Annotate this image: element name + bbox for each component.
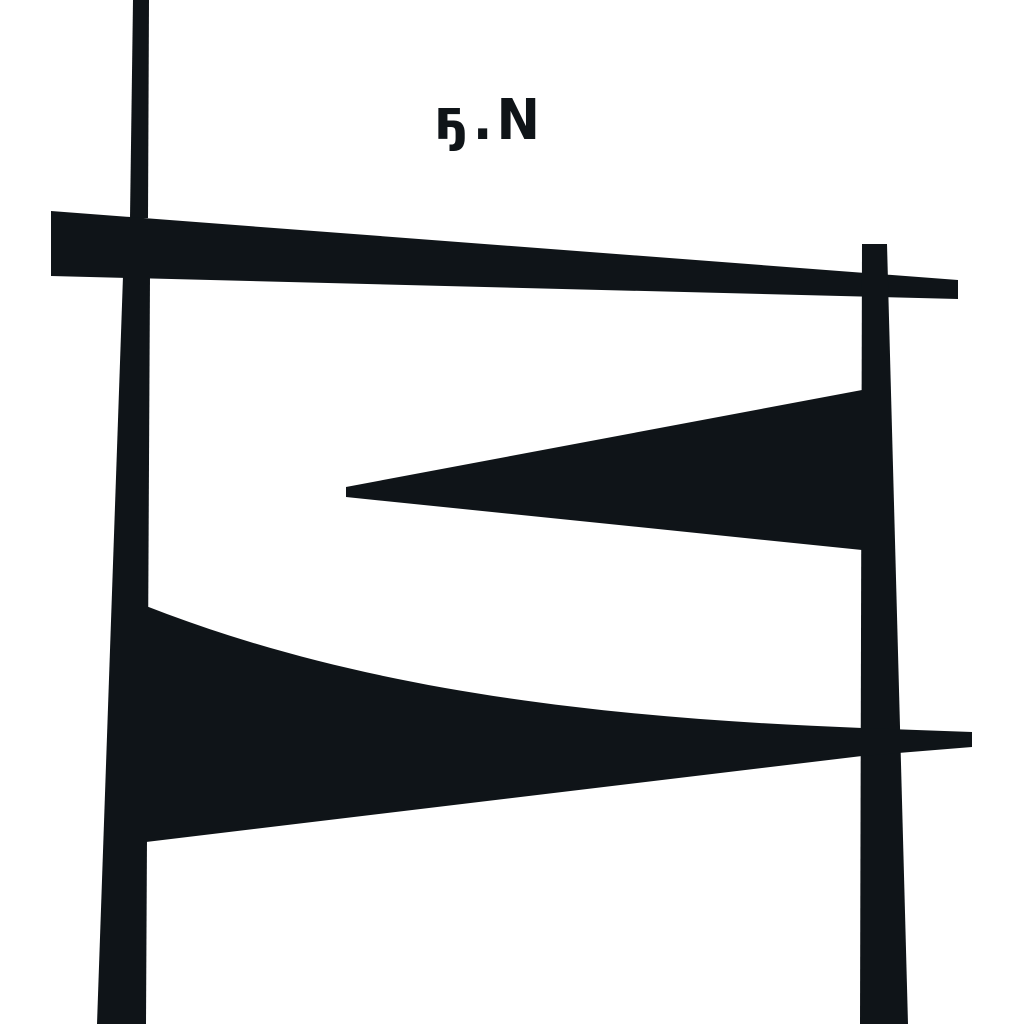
left-thin-pole (130, 0, 149, 218)
right-post (860, 244, 908, 1024)
top-crossbar (51, 211, 958, 299)
title-caption: ҕ.N (434, 88, 545, 153)
middle-triangle (346, 390, 862, 550)
left-post (97, 276, 150, 1024)
lower-curved-wedge (146, 606, 972, 842)
